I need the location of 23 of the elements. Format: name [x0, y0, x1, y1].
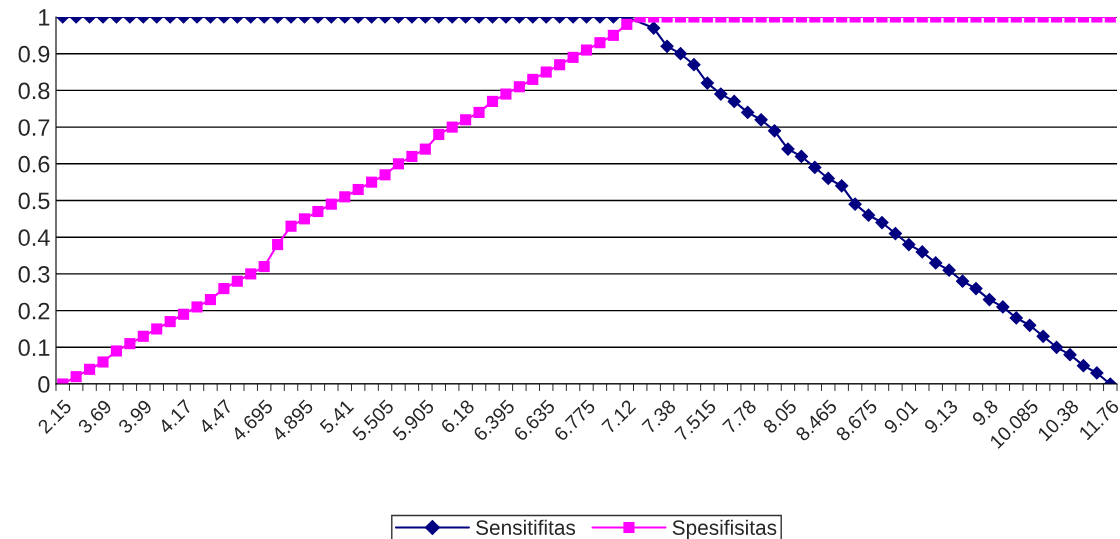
y-tick-label: 0.6 [18, 155, 50, 173]
x-tick-label: 5.41 [319, 399, 355, 435]
legend-label: Sensitifitas [476, 519, 576, 535]
y-tick-label: 0.2 [18, 302, 50, 320]
y-tick-label: 0.4 [18, 229, 50, 246]
y-tick-label: 0.7 [18, 119, 50, 136]
legend-label: Spesifisitas [672, 519, 777, 539]
y-tick-label: 0.3 [18, 265, 50, 283]
x-tick-label: 6.18 [439, 398, 476, 435]
x-tick-label: 4.17 [157, 399, 193, 435]
x-tick-label: 3.69 [77, 398, 113, 435]
y-tick-label: 0.9 [18, 45, 50, 63]
x-tick-label: 9.13 [923, 398, 959, 435]
x-tick-label: 3.99 [117, 398, 153, 435]
y-tick-label: 0.1 [18, 339, 50, 357]
x-tick-label: 9.01 [883, 398, 919, 435]
y-tick-label: 0.8 [18, 82, 50, 100]
y-tick-label: 0 [38, 376, 50, 393]
x-tick-label: 7.12 [601, 398, 637, 434]
y-tick-label: 0.5 [18, 192, 50, 210]
x-tick-label: 7.78 [721, 398, 758, 435]
y-tick-label: 1 [39, 9, 50, 26]
x-tick-label: 4.47 [197, 399, 234, 435]
